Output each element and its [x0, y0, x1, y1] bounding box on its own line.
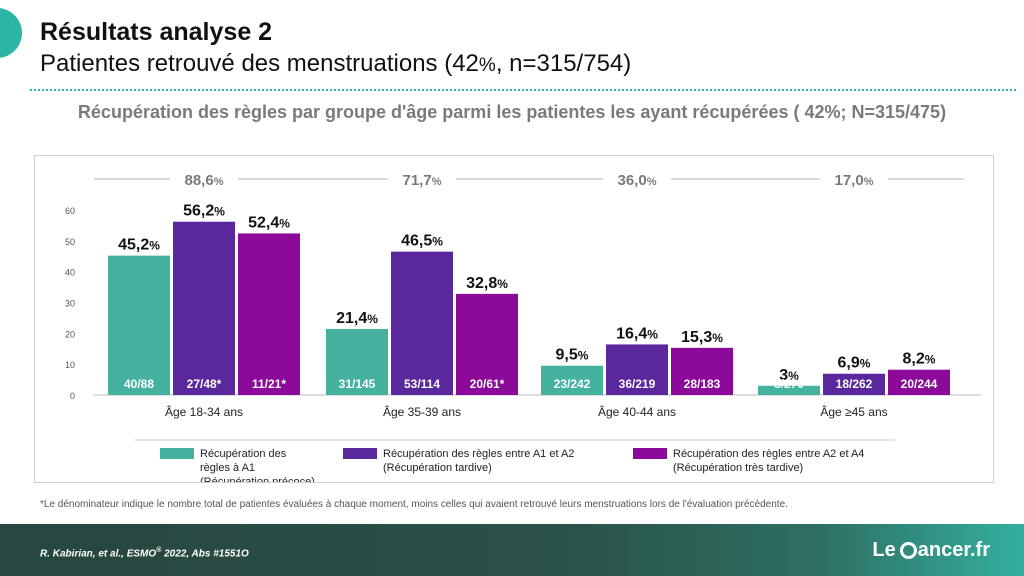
bar-count-label: 20/244	[901, 377, 938, 391]
bar-count-label: 18/262	[836, 377, 873, 391]
y-tick-label-3: 30	[65, 299, 75, 309]
bar-count-label: 28/183	[684, 377, 721, 391]
subtitle-percent: %	[478, 55, 496, 76]
legend-label: (Récupération tardive)	[383, 462, 492, 474]
legend-label: Récupération des règles entre A2 et A4	[673, 448, 864, 460]
legend-swatch	[160, 448, 194, 459]
bar-count-label: 40/88	[124, 377, 154, 391]
legend-label: (Récupération précoce)	[200, 476, 315, 482]
bar-value-label: 46,5%	[401, 233, 443, 250]
logo-left-text: Le	[872, 539, 896, 561]
bar-count-label: 11/21*	[252, 377, 286, 391]
bar-value-label: 56,2%	[183, 203, 225, 220]
bar	[888, 369, 950, 395]
footnote: *Le dénominateur indique le nombre total…	[40, 499, 788, 510]
chart-frame: 0 10 20 30 40 50 60 88,6% Âge 18-34 ans 71,7% Âge …	[34, 155, 994, 483]
bar	[173, 221, 235, 395]
category-label: Âge 18-34 ans	[165, 404, 243, 419]
footer-band	[0, 524, 1024, 576]
bar	[823, 373, 885, 395]
y-tick-label-6: 60	[65, 206, 75, 216]
page-title: Résultats analyse 2	[40, 18, 273, 46]
legend-swatch	[633, 448, 667, 459]
citation-main: R. Kabirian, et al., ESMO	[40, 548, 157, 560]
bar-value-label: 52,4%	[248, 214, 290, 231]
bar-value-label: 8,2%	[903, 351, 936, 368]
y-tick-label-2: 20	[65, 329, 75, 339]
legend-swatch	[343, 448, 377, 459]
bar	[758, 385, 820, 395]
category-label: Âge ≥45 ans	[820, 404, 887, 419]
page-subtitle: Patientes retrouvé des menstruations (42…	[40, 50, 631, 78]
logo-right-text: ancer.fr	[917, 539, 990, 561]
corner-accent-tab	[0, 8, 22, 58]
group-total-label: 71,7%	[403, 172, 442, 189]
chart-heading: Récupération des règles par groupe d'âge…	[77, 102, 947, 122]
bar-value-label: 9,5%	[556, 347, 589, 364]
bar	[391, 251, 453, 395]
bar	[541, 365, 603, 395]
group-total-label: 88,6%	[185, 172, 224, 189]
bar-value-label: 3%	[779, 367, 799, 384]
bar	[671, 347, 733, 395]
bar-count-label: 31/145	[339, 377, 376, 391]
bar	[606, 344, 668, 395]
category-label: Âge 40-44 ans	[598, 404, 676, 419]
bar-value-label: 21,4%	[336, 310, 378, 327]
bar-value-label: 6,9%	[838, 355, 871, 372]
bar-count-label: 23/242	[554, 377, 591, 391]
dotted-divider	[30, 89, 1016, 91]
bar-chart: 0 10 20 30 40 50 60 88,6% Âge 18-34 ans 71,7% Âge …	[65, 172, 981, 482]
bar	[456, 293, 518, 395]
bar-count-label: 20/61*	[470, 377, 505, 391]
bar-value-label: 45,2%	[118, 237, 160, 254]
y-tick-label-5: 50	[65, 237, 75, 247]
bar-count-label: 27/48*	[187, 377, 222, 391]
y-tick-label-1: 10	[65, 360, 75, 370]
subtitle-text: Patientes retrouvé des menstruations (42	[40, 50, 479, 77]
citation-tail: 2022, Abs #1551O	[161, 548, 249, 560]
citation: R. Kabirian, et al., ESMO® 2022, Abs #15…	[40, 547, 249, 559]
legend-label: Récupération des règles entre A1 et A2	[383, 448, 574, 460]
bar-count-label: 53/114	[404, 377, 440, 391]
lecancer-logo: Le ancer.fr	[872, 539, 990, 562]
category-label: Âge 35-39 ans	[383, 404, 461, 419]
bar-count-label: 8/270	[774, 377, 804, 391]
bar-count-label: 36/219	[619, 377, 656, 391]
bar	[326, 329, 388, 395]
bar	[108, 255, 170, 395]
y-tick-label-4: 40	[65, 268, 75, 278]
logo-ring-icon	[899, 542, 917, 559]
legend-label: (Récupération très tardive)	[673, 462, 803, 474]
y-tick-label-0: 0	[70, 391, 75, 401]
subtitle-tail: , n=315/754)	[495, 50, 632, 77]
bar	[238, 233, 300, 395]
legend-label: règles à A1	[200, 462, 255, 474]
legend-label: Récupération des	[200, 448, 287, 460]
bar-value-label: 15,3%	[681, 329, 723, 346]
group-total-label: 17,0%	[835, 172, 874, 189]
citation-sup: ®	[156, 547, 162, 554]
bar-value-label: 16,4%	[616, 325, 658, 342]
group-total-label: 36,0%	[618, 172, 657, 189]
bar-value-label: 32,8%	[466, 275, 508, 292]
